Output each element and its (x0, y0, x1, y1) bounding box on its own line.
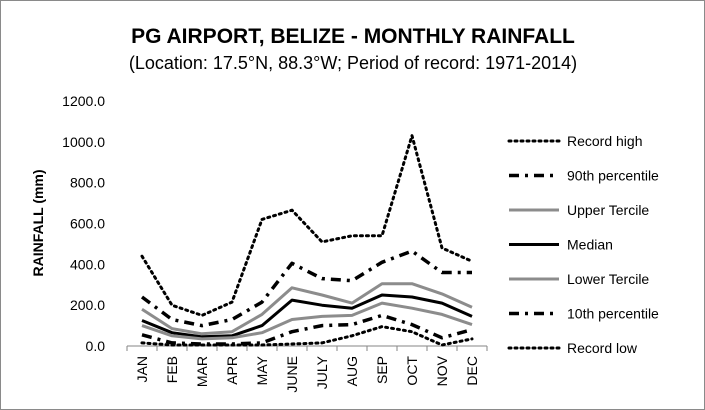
legend-label: 10th percentile (567, 306, 659, 322)
x-tick-label: JUNE (284, 356, 300, 393)
chart-title: PG AIRPORT, BELIZE - MONTHLY RAINFALL (131, 25, 575, 48)
y-tick-label: 600.0 (70, 216, 105, 232)
x-tick-label: NOV (434, 355, 450, 386)
legend-label: Lower Tercile (567, 271, 649, 287)
y-tick-label: 1000.0 (62, 134, 105, 150)
y-axis-label: RAINFALL (mm) (30, 169, 46, 276)
series-line-lower-tercile (141, 301, 473, 341)
x-tick-label: APR (224, 356, 240, 385)
y-tick-label: 0.0 (86, 338, 106, 354)
series-layer (140, 134, 474, 347)
legend-label: Record high (567, 133, 643, 149)
chart-subtitle: (Location: 17.5°N, 88.3°W; Period of rec… (129, 53, 577, 73)
series-line-record-low (140, 325, 474, 347)
y-tick-label: 800.0 (70, 175, 105, 191)
x-tick-label: JULY (314, 355, 330, 389)
legend: Record high 90th percentile Upper Tercile M… (507, 133, 659, 356)
legend-label: Median (567, 237, 613, 253)
x-tick-label: OCT (404, 356, 420, 386)
x-tick-label: FEB (164, 356, 180, 383)
legend-label: Record low (567, 340, 638, 356)
y-tick-label: 200.0 (70, 297, 105, 313)
legend-label: Upper Tercile (567, 202, 649, 218)
y-tick-label: 400.0 (70, 256, 105, 272)
x-tick-label: DEC (464, 356, 480, 386)
x-tick-label: JAN (134, 356, 150, 382)
series-line-upper-tercile (141, 282, 473, 336)
series-line-median (141, 293, 473, 339)
x-tick-label: MAR (194, 356, 210, 387)
series-line-record-high (140, 134, 474, 317)
x-tick-label: MAY (254, 355, 270, 385)
x-tick-label: AUG (344, 356, 360, 386)
legend-label: 90th percentile (567, 168, 659, 184)
axes: 0.0 200.0 400.0 600.0 800.0 1000.0 1200.0 JAN FE… (62, 93, 488, 393)
x-tick-label: SEP (374, 356, 390, 384)
series-line-10th-percentile (141, 313, 473, 346)
y-tick-label: 1200.0 (62, 93, 105, 109)
